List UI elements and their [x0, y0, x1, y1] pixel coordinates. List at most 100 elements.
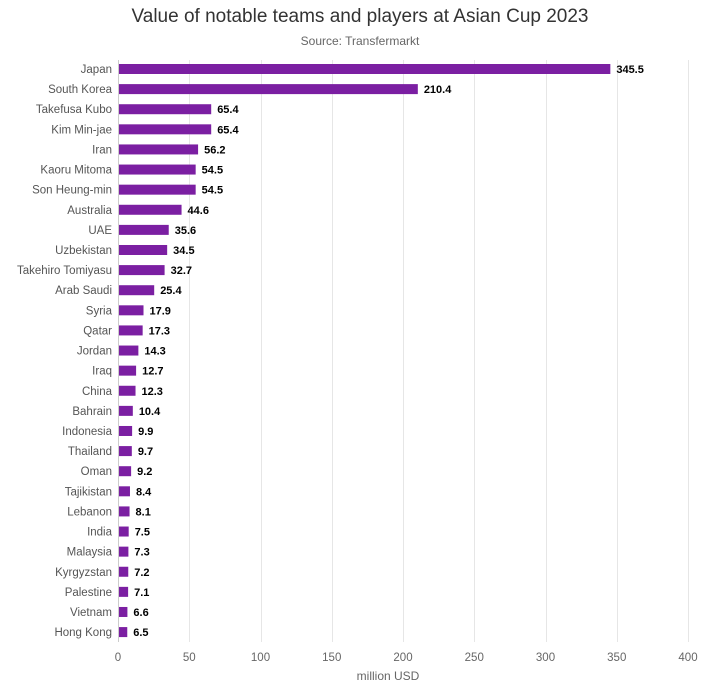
data-label: 17.9: [150, 305, 171, 317]
bar[interactable]: [119, 546, 129, 557]
data-label: 54.5: [202, 165, 223, 177]
x-tick-label: 200: [393, 652, 412, 664]
x-tick-label: 400: [678, 652, 697, 664]
x-tick-label: 0: [115, 652, 121, 664]
data-label: 44.6: [188, 205, 209, 217]
x-tick-label: 50: [183, 652, 196, 664]
data-label: 7.5: [135, 527, 150, 539]
category-label: Syria: [86, 305, 113, 317]
category-label: UAE: [88, 225, 112, 237]
data-label: 7.1: [134, 587, 149, 599]
bar[interactable]: [119, 466, 132, 477]
bar[interactable]: [119, 606, 128, 617]
bar[interactable]: [119, 64, 611, 74]
bar[interactable]: [119, 385, 136, 396]
data-label: 7.3: [134, 547, 149, 559]
chart-title: Value of notable teams and players at As…: [131, 6, 589, 27]
data-label: 12.3: [142, 386, 163, 398]
x-tick-label: 250: [465, 652, 484, 664]
bar[interactable]: [119, 345, 139, 356]
bar[interactable]: [119, 506, 130, 517]
category-label: China: [82, 386, 113, 398]
data-label: 6.5: [133, 627, 148, 639]
data-label: 35.6: [175, 225, 196, 237]
category-label: India: [87, 527, 113, 539]
category-label: Indonesia: [62, 426, 112, 438]
data-label: 17.3: [149, 325, 170, 337]
data-label: 8.1: [136, 506, 151, 518]
category-label: Kyrgyzstan: [55, 567, 112, 579]
data-label: 210.4: [424, 84, 452, 96]
data-label: 56.2: [204, 144, 225, 156]
data-label: 54.5: [202, 185, 223, 197]
bar[interactable]: [119, 184, 196, 195]
category-label: Hong Kong: [54, 627, 112, 639]
category-label: Takefusa Kubo: [36, 104, 112, 116]
category-label: Thailand: [68, 446, 112, 458]
bar[interactable]: [119, 204, 182, 215]
data-label: 10.4: [139, 406, 161, 418]
x-tick-label: 350: [607, 652, 626, 664]
bar[interactable]: [119, 526, 129, 537]
category-label: Qatar: [83, 325, 112, 337]
bar[interactable]: [119, 164, 196, 175]
data-label: 25.4: [160, 285, 182, 297]
x-tick-label: 100: [251, 652, 270, 664]
bar[interactable]: [119, 224, 169, 235]
bar[interactable]: [119, 486, 130, 497]
bar[interactable]: [119, 425, 133, 436]
bar[interactable]: [119, 285, 155, 296]
data-label: 12.7: [142, 366, 163, 378]
category-label: Palestine: [65, 587, 112, 599]
data-label: 9.9: [138, 426, 153, 438]
category-label: Iran: [92, 144, 112, 156]
category-label: Malaysia: [67, 547, 113, 559]
category-label: Arab Saudi: [55, 285, 112, 297]
bar[interactable]: [119, 627, 128, 638]
bar[interactable]: [119, 84, 418, 95]
bar[interactable]: [119, 325, 143, 336]
bar[interactable]: [119, 124, 212, 135]
bar[interactable]: [119, 244, 168, 255]
x-axis-title: million USD: [357, 669, 420, 683]
data-label: 14.3: [144, 346, 165, 358]
bar[interactable]: [119, 586, 129, 597]
category-label: Kim Min-jae: [51, 124, 112, 136]
category-label: Uzbekistan: [55, 245, 112, 257]
bar[interactable]: [119, 365, 137, 376]
category-label: Jordan: [77, 346, 112, 358]
data-label: 65.4: [217, 104, 239, 116]
bar[interactable]: [119, 305, 144, 316]
data-label: 9.7: [138, 446, 153, 458]
bar[interactable]: [119, 446, 132, 457]
data-label: 345.5: [616, 64, 644, 76]
category-label: Son Heung-min: [32, 185, 112, 197]
category-label: Oman: [81, 466, 112, 478]
bar[interactable]: [119, 405, 133, 416]
data-label: 6.6: [133, 607, 148, 619]
category-label: Lebanon: [67, 506, 112, 518]
bar[interactable]: [119, 144, 199, 155]
data-label: 8.4: [136, 486, 152, 498]
x-tick-label: 300: [536, 652, 555, 664]
category-label: Iraq: [92, 366, 112, 378]
category-label: Japan: [81, 64, 112, 76]
category-label: South Korea: [48, 84, 113, 96]
data-label: 34.5: [173, 245, 194, 257]
category-label: Tajikistan: [65, 486, 112, 498]
data-label: 65.4: [217, 124, 239, 136]
bar[interactable]: [119, 104, 212, 115]
chart-subtitle: Source: Transfermarkt: [300, 34, 420, 48]
data-label: 7.2: [134, 567, 149, 579]
category-label: Vietnam: [70, 607, 112, 619]
x-tick-label: 150: [322, 652, 341, 664]
data-label: 32.7: [171, 265, 192, 277]
category-label: Bahrain: [72, 406, 112, 418]
category-label: Australia: [67, 205, 112, 217]
data-label: 9.2: [137, 466, 152, 478]
bar[interactable]: [119, 566, 129, 577]
bar[interactable]: [119, 265, 165, 276]
category-label: Takehiro Tomiyasu: [17, 265, 112, 277]
